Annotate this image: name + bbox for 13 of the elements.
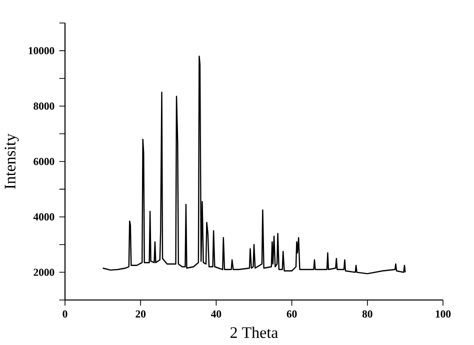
y-tick-label: 8000	[34, 102, 54, 110]
y-tick-label: 10000	[28, 47, 54, 54]
y-axis-title: Intensity	[4, 134, 19, 189]
x-tick-label: 40	[211, 310, 222, 318]
x-tick-label: 100	[436, 310, 451, 318]
y-tick-label: 6000	[34, 158, 54, 166]
x-tick-label: 60	[286, 310, 297, 318]
x-tick-label: 80	[362, 310, 372, 318]
y-tick-label: 2000	[34, 268, 54, 276]
y-tick-label: 4000	[33, 213, 54, 220]
x-axis-title: 2 Theta	[230, 326, 278, 338]
x-tick-label: 0	[62, 310, 68, 318]
x-tick-label: 20	[136, 310, 146, 318]
